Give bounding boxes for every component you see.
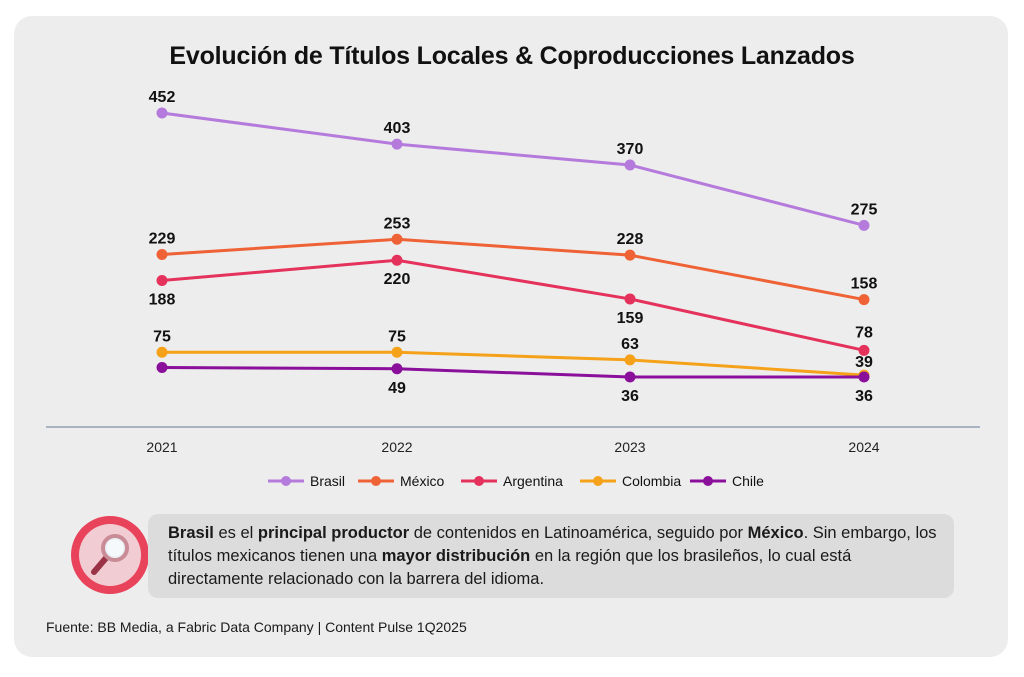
point-argentina-2023	[624, 293, 636, 305]
data-label-argentina-2022: 220	[384, 271, 411, 288]
x-tick-2023: 2023	[614, 439, 645, 455]
data-label-méxico-2024: 158	[851, 276, 878, 293]
source-note: Fuente: BB Media, a Fabric Data Company …	[46, 619, 467, 635]
data-label-méxico-2021: 229	[149, 231, 176, 248]
x-tick-2022: 2022	[381, 439, 412, 455]
series-line-brasil	[161, 111, 865, 227]
legend-item-brasil: Brasil	[268, 473, 345, 489]
series-line-chile	[161, 365, 864, 379]
point-brasil-2023	[624, 159, 636, 171]
data-label-méxico-2022: 253	[384, 215, 411, 232]
data-label-brasil-2021: 452	[149, 89, 176, 106]
svg-text:Argentina: Argentina	[503, 473, 563, 489]
insight-text: Brasil es el principal productor de cont…	[168, 524, 937, 588]
data-label-argentina-2021: 188	[149, 292, 176, 309]
point-méxico-2021	[156, 249, 168, 261]
point-chile-2022	[391, 363, 403, 375]
insight-badge	[71, 516, 149, 594]
insight-box	[148, 514, 954, 598]
data-label-colombia-2022: 75	[388, 328, 406, 345]
svg-text:México: México	[400, 473, 445, 489]
point-méxico-2022	[391, 233, 403, 245]
data-label-chile-2022: 49	[388, 380, 406, 397]
point-colombia-2023	[624, 354, 636, 366]
data-label-chile-2024: 36	[855, 388, 873, 405]
svg-text:Colombia: Colombia	[622, 473, 681, 489]
data-label-argentina-2023: 159	[617, 310, 644, 327]
data-label-brasil-2024: 275	[851, 201, 878, 218]
data-label-colombia-2023: 63	[621, 336, 639, 353]
series-line-colombia	[162, 350, 865, 377]
legend-item-colombia: Colombia	[580, 473, 681, 489]
chart-title: Evolución de Títulos Locales & Coproducc…	[169, 42, 855, 70]
point-colombia-2022	[391, 346, 403, 358]
svg-text:Brasil: Brasil	[310, 473, 345, 489]
point-chile-2024	[858, 371, 870, 383]
point-argentina-2024	[858, 344, 870, 356]
svg-text:Chile: Chile	[732, 473, 764, 489]
point-brasil-2024	[858, 219, 870, 231]
point-argentina-2021	[156, 275, 168, 287]
series-line-argentina	[161, 258, 865, 352]
point-colombia-2021	[156, 346, 168, 358]
point-argentina-2022	[391, 254, 403, 266]
point-brasil-2022	[391, 138, 403, 150]
data-label-brasil-2022: 403	[384, 120, 411, 137]
x-tick-2024: 2024	[848, 439, 879, 455]
point-méxico-2023	[624, 249, 636, 261]
x-tick-2021: 2021	[146, 439, 177, 455]
data-label-brasil-2023: 370	[617, 141, 644, 158]
point-chile-2021	[156, 361, 168, 373]
point-chile-2023	[624, 371, 636, 383]
point-méxico-2024	[858, 294, 870, 306]
data-label-méxico-2023: 228	[617, 231, 644, 248]
magnifier-icon	[91, 534, 129, 575]
point-brasil-2021	[156, 107, 168, 119]
data-label-chile-2023: 36	[621, 388, 639, 405]
data-label-colombia-2021: 75	[153, 328, 171, 345]
legend-item-chile: Chile	[690, 473, 764, 489]
data-label-colombia-2024: 39	[855, 354, 873, 371]
legend-item-argentina: Argentina	[461, 473, 563, 489]
data-label-argentina-2024: 78	[855, 324, 873, 341]
legend-item-méxico: México	[358, 473, 445, 489]
series-line-méxico	[161, 237, 865, 302]
